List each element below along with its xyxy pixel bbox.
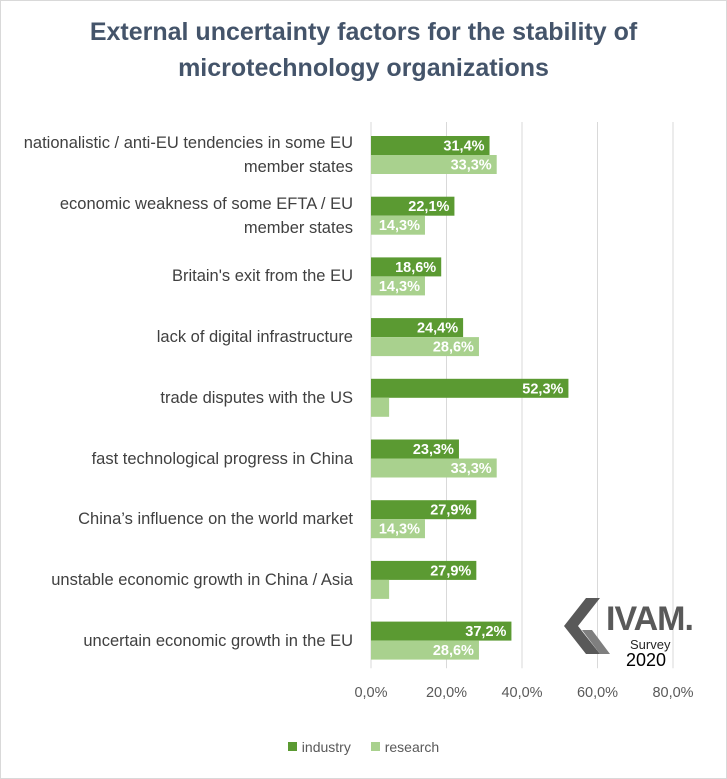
- data-label-industry: 22,1%: [408, 199, 449, 215]
- data-label-industry: 31,4%: [443, 139, 484, 155]
- category-label: Britain's exit from the EU: [0, 264, 353, 288]
- category-label-line: uncertain economic growth in the EU: [83, 631, 353, 650]
- data-label-industry: 52,3%: [522, 381, 563, 397]
- chart-title-line-2: microtechnology organizations: [178, 54, 549, 82]
- data-label-industry: 27,9%: [430, 503, 471, 519]
- category-label: trade disputes with the US: [0, 386, 353, 410]
- chart-title-line-1: External uncertainty factors for the sta…: [89, 18, 638, 46]
- legend-label-industry: industry: [301, 738, 351, 755]
- legend: industry research: [0, 738, 727, 755]
- data-label-research: 14,3%: [379, 218, 420, 234]
- bar-industry: [371, 560, 477, 580]
- data-label-research: 28,6%: [433, 643, 474, 659]
- category-label-line: member states: [243, 218, 353, 237]
- bar-industry: [371, 439, 459, 459]
- data-label-industry: 23,3%: [413, 442, 454, 458]
- x-tick-label: 0,0%: [354, 685, 387, 701]
- category-label: lack of digital infrastructure: [0, 325, 353, 349]
- data-label-research: 28,6%: [433, 340, 474, 356]
- data-label-industry: 27,9%: [430, 563, 471, 579]
- legend-item-industry: industry: [287, 738, 351, 755]
- category-label: unstable economic growth in China / Asia: [0, 568, 353, 592]
- bar-industry: [371, 500, 477, 520]
- logo-year: 2020: [626, 650, 667, 670]
- data-label-industry: 24,4%: [417, 321, 458, 337]
- bar-research: [371, 276, 425, 296]
- bar-research: [371, 215, 425, 235]
- category-label-line: lack of digital infrastructure: [156, 328, 353, 347]
- data-label-research: 14,3%: [379, 279, 420, 295]
- bar-research: [371, 519, 425, 539]
- legend-label-research: research: [384, 738, 440, 755]
- data-label-research: 33,3%: [451, 158, 492, 174]
- category-label-line: member states: [243, 158, 353, 176]
- data-label-industry: 18,6%: [395, 260, 436, 276]
- bar-research: [371, 397, 390, 417]
- bar-industry: [371, 378, 569, 398]
- category-label: nationalistic / anti-EU tendencies in so…: [0, 131, 353, 179]
- ivam-chevron-icon: [564, 598, 610, 654]
- category-label: China’s influence on the world market: [0, 507, 353, 531]
- category-label-line: fast technological progress in China: [91, 449, 353, 468]
- bar-research: [371, 458, 497, 478]
- bar-research: [371, 640, 479, 660]
- x-tick-label: 40,0%: [501, 685, 542, 701]
- legend-swatch-industry: [287, 742, 297, 751]
- bar-research: [371, 337, 479, 357]
- category-label-line: unstable economic growth in China / Asia: [51, 570, 353, 589]
- x-tick-label: 20,0%: [426, 685, 467, 701]
- bar-industry: [371, 318, 464, 338]
- chart-title: External uncertainty factors for the sta…: [0, 14, 727, 86]
- category-label-line: Britain's exit from the EU: [171, 267, 353, 286]
- data-label-industry: 37,2%: [465, 624, 506, 640]
- ivam-survey-logo: IVAM. Survey 2020: [556, 590, 694, 680]
- category-label-line: China’s influence on the world market: [78, 510, 353, 529]
- data-label-research: 33,3%: [451, 461, 492, 477]
- legend-item-research: research: [370, 738, 440, 755]
- category-label: uncertain economic growth in the EU: [0, 629, 353, 653]
- category-label-line: trade disputes with the US: [160, 388, 353, 407]
- logo-brand: IVAM.: [606, 600, 694, 638]
- bar-industry: [371, 621, 512, 641]
- bar-industry: [371, 257, 442, 277]
- category-label-line: economic weakness of some EFTA / EU: [59, 194, 353, 213]
- data-label-research: 14,3%: [379, 522, 420, 538]
- bar-industry: [371, 196, 455, 216]
- bar-industry: [371, 136, 490, 155]
- bar-research: [371, 155, 497, 174]
- category-label: fast technological progress in China: [0, 447, 353, 471]
- logo-survey: Survey: [630, 637, 671, 652]
- category-label-line: nationalistic / anti-EU tendencies in so…: [23, 134, 353, 152]
- x-tick-label: 80,0%: [652, 685, 693, 701]
- bar-research: [371, 579, 390, 599]
- x-tick-label: 60,0%: [577, 685, 618, 701]
- legend-swatch-research: [370, 742, 380, 751]
- category-label: economic weakness of some EFTA / EU membe…: [0, 192, 353, 240]
